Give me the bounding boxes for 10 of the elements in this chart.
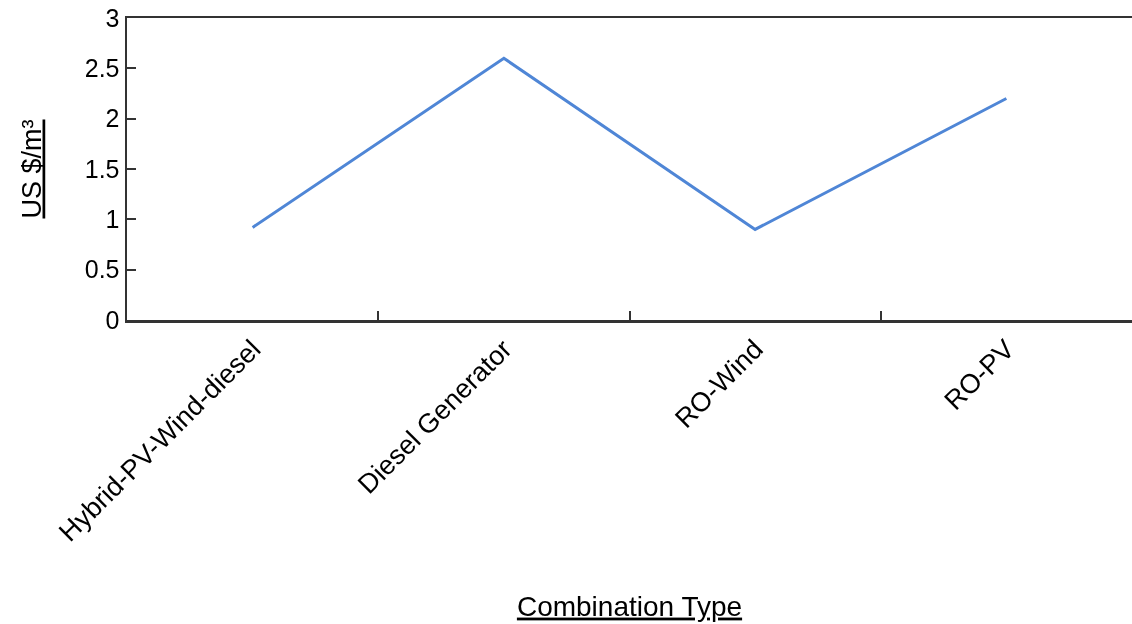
y-tick-label: 2 [105,104,120,133]
y-tick-label: 3 [105,3,120,32]
y-tick-label: 1 [105,205,120,234]
y-tick-label: 2.5 [84,54,120,83]
y-tick-label: 0.5 [84,255,120,284]
y-tick-label: 0 [105,305,120,334]
y-axis-title: US $/m³ [16,119,47,219]
x-axis-title: Combination Type [516,590,743,622]
y-tick-label: 1.5 [84,154,120,183]
line-series [251,56,1008,231]
